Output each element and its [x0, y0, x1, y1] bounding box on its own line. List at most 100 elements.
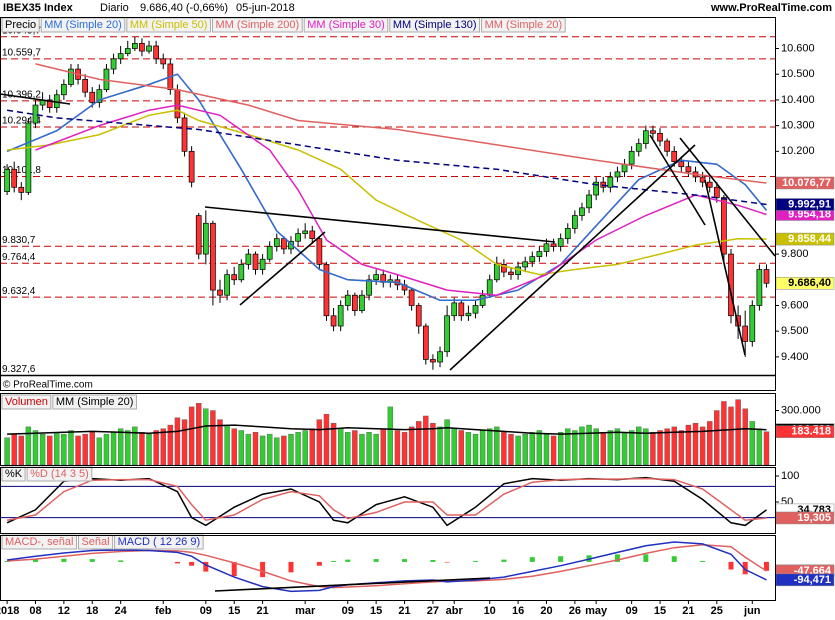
candle-body: [131, 43, 138, 49]
candle-body: [515, 266, 521, 275]
candle-body: [231, 274, 238, 281]
x-tick-label: 24: [115, 605, 128, 617]
candle-body: [295, 233, 301, 242]
volume-bar: [650, 432, 656, 466]
histogram-bar: [260, 561, 266, 578]
candle-body: [721, 197, 727, 255]
candle-body: [671, 150, 678, 162]
candle-body: [607, 176, 614, 188]
y-tick-label: 9.500: [781, 325, 809, 337]
histogram-bar: [288, 561, 294, 573]
volume-bar: [288, 433, 294, 466]
indicator-line: [35, 104, 767, 296]
candle-body: [224, 274, 230, 296]
candle-body: [579, 207, 585, 216]
candle-body: [479, 294, 486, 306]
candle-body: [444, 315, 450, 353]
x-tick-label: 18: [86, 605, 98, 617]
volume-bar: [139, 432, 145, 466]
x-tick-label: 25: [711, 605, 723, 617]
candle-body: [642, 130, 649, 144]
candle-body: [557, 238, 564, 247]
candle-body: [536, 251, 543, 258]
candle-body: [153, 45, 159, 60]
volume-bar: [465, 432, 472, 466]
legend-label: MM (Simple 20): [44, 19, 122, 31]
x-tick-label: abr: [446, 605, 464, 617]
candle-body: [493, 264, 500, 281]
volume-frame: [0, 393, 776, 466]
level-label: 9.830,7: [2, 235, 36, 246]
candle-body: [202, 222, 209, 255]
histogram-bar: [430, 560, 436, 562]
candle-body: [25, 122, 32, 193]
volume-bar: [46, 435, 53, 466]
histogram-bar: [345, 559, 351, 562]
candle-body: [273, 238, 280, 247]
symbol: IBEX35 Index: [3, 2, 74, 14]
legend-label: Señal: [81, 536, 109, 548]
x-tick-label: 09: [200, 605, 212, 617]
volume-bar: [621, 432, 628, 466]
candle-body: [210, 222, 216, 291]
histogram-bar: [4, 560, 10, 562]
legend-label: MM (Simple 20): [485, 19, 563, 31]
volume-bar: [657, 430, 663, 466]
volume-bar: [486, 428, 493, 466]
volume-bar: [68, 430, 74, 466]
volume-bar: [401, 432, 408, 466]
x-tick-label: 15: [370, 605, 382, 617]
candle-body: [309, 230, 316, 240]
candle-body: [160, 58, 167, 65]
histogram-bar: [700, 560, 706, 562]
volume-bar: [614, 428, 621, 466]
histogram-bar: [373, 559, 379, 562]
y-tick-label: 10.200: [781, 145, 815, 157]
volume-bar: [25, 426, 32, 466]
volume-bar: [32, 430, 39, 466]
candle-body: [614, 171, 621, 178]
volume-bar: [408, 426, 415, 466]
candle-body: [238, 264, 245, 281]
volume-bar: [196, 403, 202, 466]
volume-bar: [508, 433, 514, 466]
volume-bar: [749, 421, 755, 466]
candle-body: [586, 194, 592, 209]
volume-bar: [181, 419, 188, 466]
trend-line: [0, 93, 71, 105]
candle-body: [117, 53, 124, 60]
level-label: 9.632,4: [2, 286, 36, 297]
y-tick-label: 10.300: [781, 120, 815, 132]
candle-body: [564, 228, 571, 240]
volume-bar: [557, 432, 564, 466]
price-frame: [0, 17, 776, 391]
volume-bar: [266, 433, 273, 466]
value-label: 9.686,40: [788, 277, 831, 289]
x-tick-label: 09: [626, 605, 638, 617]
stochastic-frame: [0, 467, 776, 534]
volume-bar: [586, 424, 592, 466]
candle-body: [146, 45, 152, 52]
candle-body: [650, 130, 656, 134]
volume-bar: [529, 432, 535, 466]
candle-body: [352, 294, 358, 311]
histogram-bar: [331, 560, 337, 562]
candle-body: [628, 150, 635, 165]
trend-line: [214, 577, 491, 592]
legend-label: Volumen: [5, 396, 48, 408]
volume-bar: [437, 426, 443, 466]
legend-label: %D (14 3 5): [30, 468, 89, 480]
x-tick-label: 27: [427, 605, 439, 617]
volume-bar: [444, 419, 450, 466]
candle-body: [11, 168, 18, 188]
histogram-bar: [473, 560, 479, 562]
volume-bar: [82, 433, 88, 466]
candle-body: [330, 315, 337, 327]
candle-body: [174, 89, 181, 119]
candle-body: [749, 305, 756, 342]
candle-body: [245, 253, 252, 265]
candle-body: [522, 261, 529, 268]
value-label: 9.954,18: [788, 208, 831, 220]
volume-bar: [380, 428, 386, 466]
legend-chip: [52, 394, 137, 410]
